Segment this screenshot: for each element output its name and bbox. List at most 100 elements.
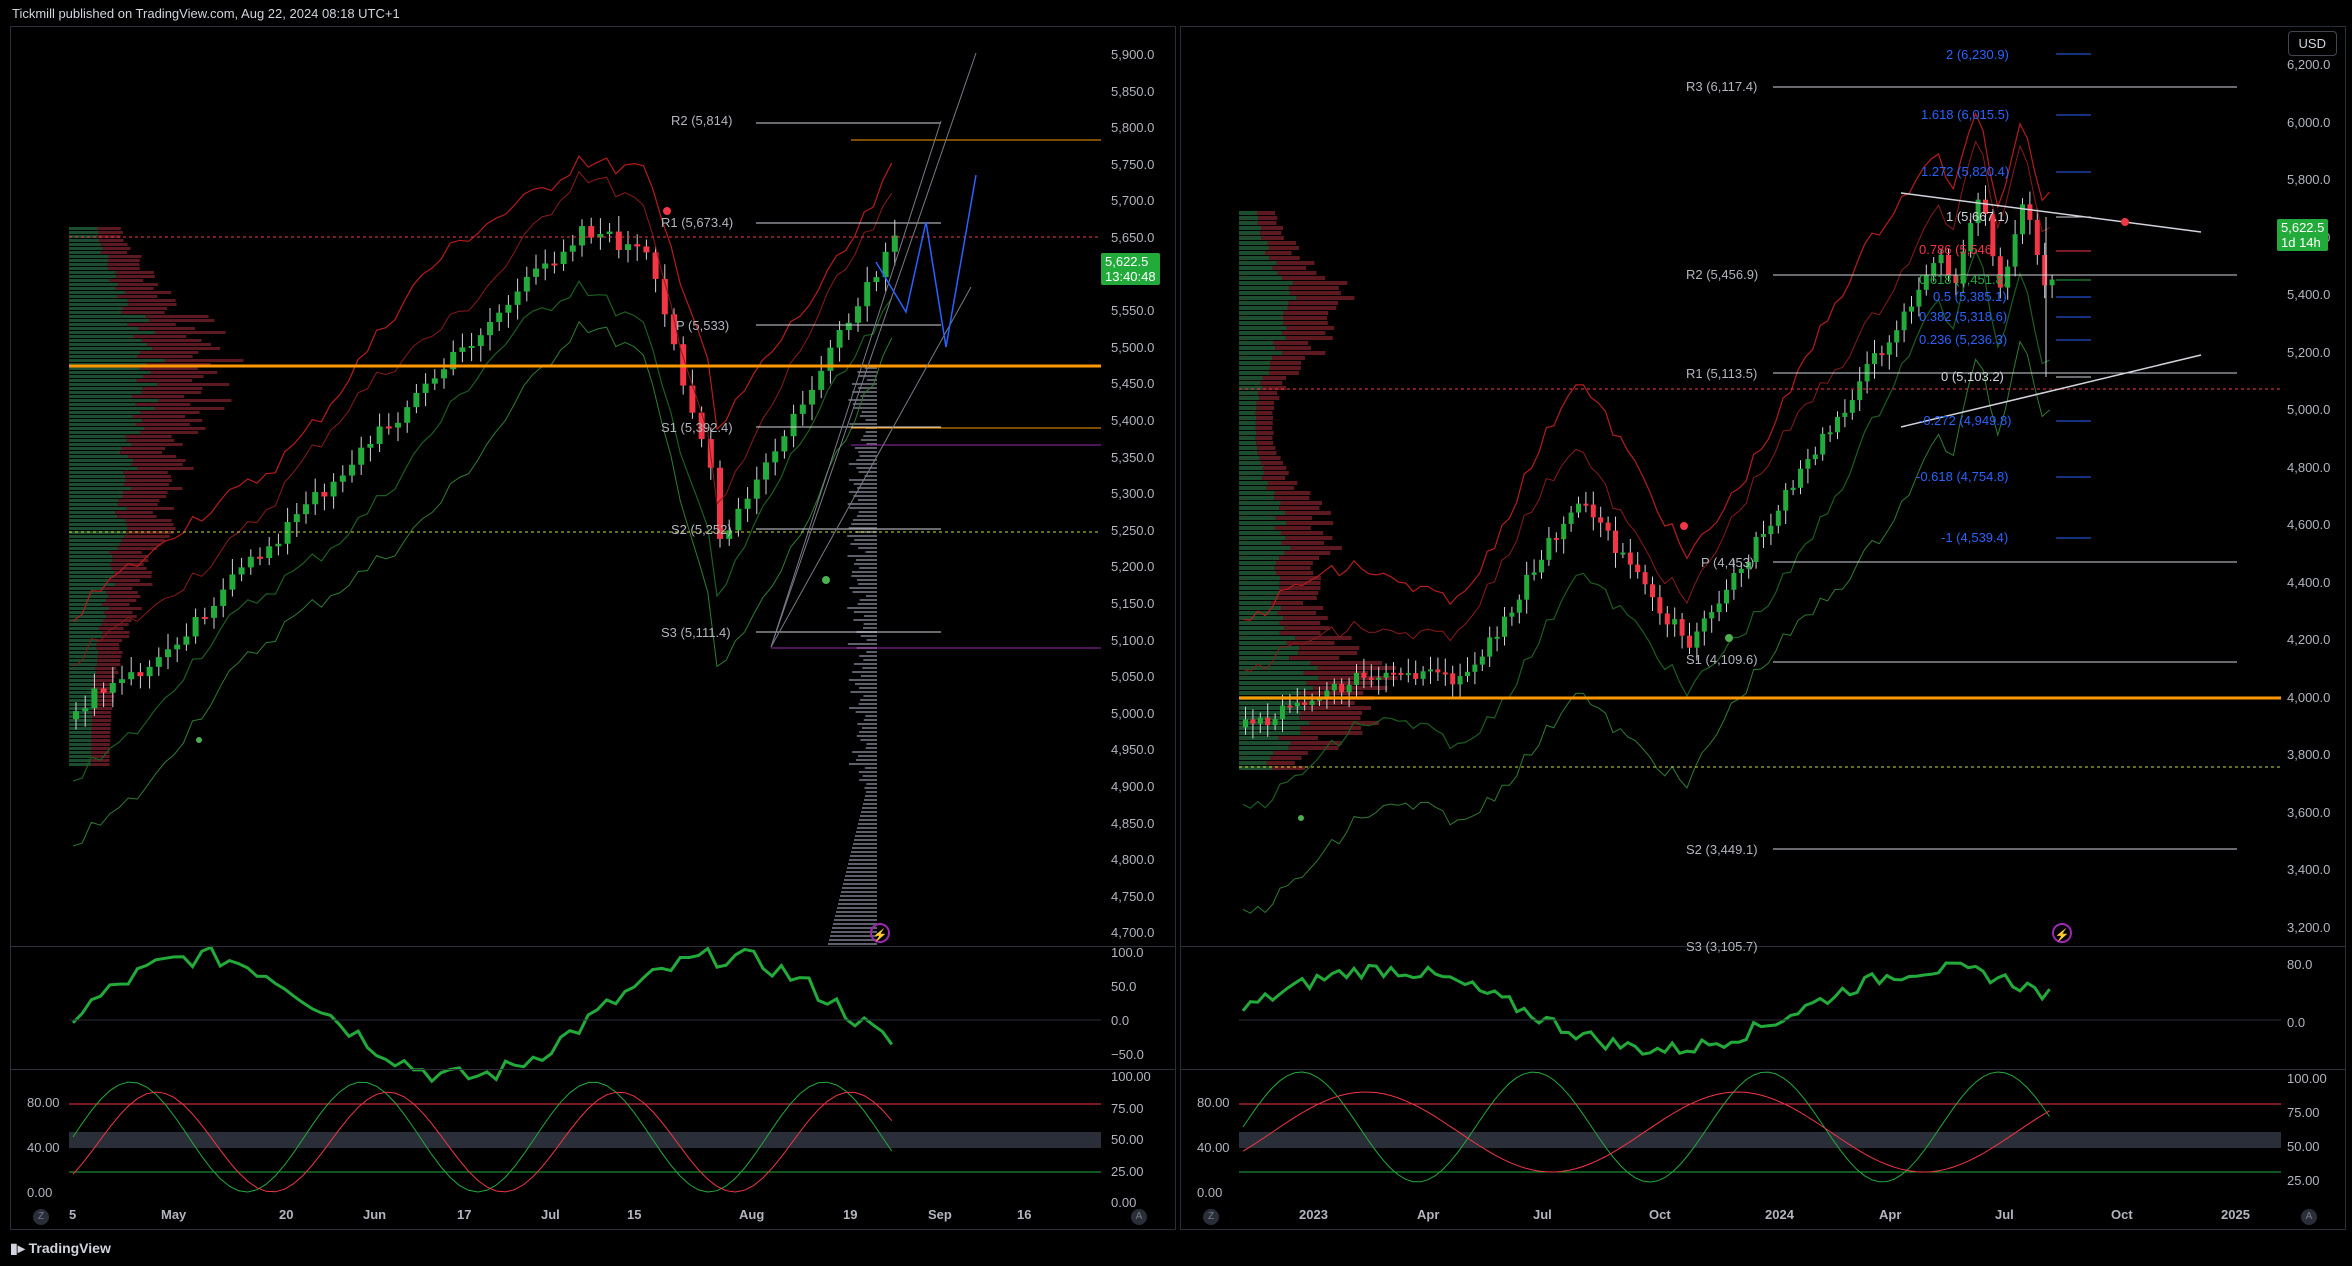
- candle-up: [1923, 274, 1929, 290]
- volume-profile-bar-down: [1279, 621, 1321, 625]
- candle-up: [1672, 619, 1678, 625]
- session-profile-bar: [854, 539, 877, 541]
- right-price-tick-label: 3,200.0: [2287, 919, 2331, 935]
- volume-profile-bar-up: [1239, 606, 1282, 610]
- session-profile-bar: [848, 399, 877, 401]
- volume-profile-bar-down: [124, 535, 170, 538]
- volume-profile-bar-up: [69, 247, 103, 250]
- volume-profile-bar-down: [132, 415, 186, 418]
- right-chart-pane[interactable]: 6,200.06,000.05,800.05,600.05,400.05,200…: [1180, 26, 2346, 1230]
- candle-up: [763, 462, 769, 480]
- candle-down: [661, 278, 668, 315]
- candle-up: [247, 556, 254, 568]
- candle-up: [569, 245, 576, 252]
- volume-profile-bar-down: [1255, 421, 1273, 425]
- candle-up: [73, 711, 79, 720]
- volume-profile-bar-down: [1310, 661, 1383, 665]
- channel-line-mid: [770, 120, 942, 648]
- session-profile-bar: [863, 435, 877, 437]
- candle-up: [2049, 279, 2055, 286]
- session-profile-bar: [865, 419, 877, 421]
- session-profile-bar: [864, 787, 877, 789]
- lightning-icon[interactable]: ⚡: [870, 923, 890, 943]
- tradingview-logo[interactable]: ▮▸ TradingView: [10, 1240, 111, 1257]
- volume-profile-bar-down: [1285, 511, 1332, 515]
- right-chart-canvas[interactable]: [1181, 27, 2346, 1230]
- volume-profile-bar-down: [1281, 541, 1324, 545]
- volume-profile-bar-up: [1239, 396, 1260, 400]
- volume-profile-bar-down: [107, 579, 140, 582]
- volume-profile-bar-down: [1288, 286, 1339, 290]
- volume-profile-bar-down: [91, 755, 110, 758]
- right-price-tick-label: 5,800.0: [2287, 172, 2331, 187]
- volume-profile-bar-up: [69, 651, 99, 654]
- candle-up: [1849, 400, 1855, 413]
- volume-profile-bar-down: [1275, 346, 1312, 350]
- volume-profile-bar-up: [1239, 541, 1282, 545]
- volume-profile-bar-up: [69, 575, 115, 578]
- lightning-icon-r[interactable]: ⚡: [2052, 923, 2072, 943]
- currency-button[interactable]: USD: [2287, 31, 2337, 56]
- session-profile-bar: [847, 607, 877, 609]
- volume-profile-bar-up: [69, 323, 128, 326]
- volume-profile-bar-down: [1274, 496, 1310, 500]
- volume-profile-bar-down: [1259, 396, 1280, 400]
- candle-up: [1420, 671, 1426, 679]
- candle-up: [1709, 612, 1715, 619]
- volume-profile-bar-down: [1256, 416, 1274, 420]
- auto-scale-icon[interactable]: A: [1131, 1209, 1147, 1225]
- volume-profile-bar-down: [91, 735, 111, 738]
- left-time-label: 5: [69, 1207, 77, 1222]
- zoom-icon[interactable]: Z: [33, 1209, 49, 1225]
- candle-up: [1272, 719, 1278, 726]
- candle-up: [1938, 254, 1944, 264]
- session-profile-bar: [850, 691, 877, 693]
- left-price-tick-label: 5,350.0: [1111, 449, 1155, 465]
- volume-profile-bar-up: [69, 539, 122, 542]
- volume-profile-bar-down: [1279, 556, 1320, 560]
- volume-profile-bar-up: [69, 511, 116, 514]
- volume-profile-bar-up: [69, 655, 98, 658]
- left-price-tick-label: 5,900.0: [1111, 47, 1155, 62]
- session-profile-bar: [851, 523, 877, 525]
- volume-profile-bar-down: [123, 471, 168, 474]
- left-chart-pane[interactable]: 5,900.0 5,850.0 5,800.0 5,750.0 5,700.0 5,650…: [10, 26, 1176, 1230]
- bar-countdown-r: 1d 14h: [2281, 235, 2321, 250]
- candle-down: [671, 314, 677, 345]
- candle-up: [1309, 700, 1315, 705]
- footer-bar: ▮▸ TradingView: [0, 1232, 2352, 1266]
- right-price-tick-label: 3,400.0: [2287, 862, 2331, 877]
- session-profile-bar: [860, 439, 877, 441]
- volume-profile-bar-down: [141, 391, 202, 394]
- session-profile-bar: [863, 695, 877, 697]
- auto-scale-icon-r[interactable]: A: [2301, 1209, 2317, 1225]
- right-price-tick-label: 3,800.0: [2287, 747, 2331, 762]
- volume-profile-bar-down: [1289, 656, 1340, 660]
- zoom-icon-r[interactable]: Z: [1203, 1209, 1219, 1225]
- volume-profile-bar-down: [1298, 651, 1358, 655]
- session-profile-bar: [861, 727, 877, 729]
- session-profile-bar: [854, 447, 877, 449]
- volume-profile-bar-down: [119, 543, 161, 546]
- session-profile-bar: [851, 851, 877, 853]
- fib-5-label: 0.5 (5,385.1): [1933, 289, 2007, 304]
- volume-profile-bar-up: [69, 331, 156, 334]
- volume-profile-bar-up: [1239, 411, 1256, 415]
- candle-up: [1494, 636, 1500, 639]
- volume-profile-bar-down: [1282, 331, 1326, 335]
- volume-profile-bar-up: [69, 359, 165, 362]
- volume-profile-bar-up: [69, 403, 136, 406]
- session-profile-bar: [828, 943, 877, 945]
- candle-up: [744, 498, 751, 509]
- volume-profile-bar-up: [69, 271, 116, 274]
- volume-profile-bar-up: [69, 567, 112, 570]
- tv-logo-icon: ▮▸: [10, 1240, 29, 1256]
- volume-profile-bar-down: [1257, 446, 1276, 450]
- session-profile-bar: [865, 551, 877, 553]
- volume-profile-bar-down: [139, 367, 198, 370]
- candle-down: [1627, 552, 1633, 565]
- volume-profile-bar-down: [1267, 241, 1297, 245]
- left-chart-canvas[interactable]: [11, 27, 1176, 1230]
- session-profile-bar: [852, 591, 877, 593]
- candle-down: [1983, 199, 1988, 215]
